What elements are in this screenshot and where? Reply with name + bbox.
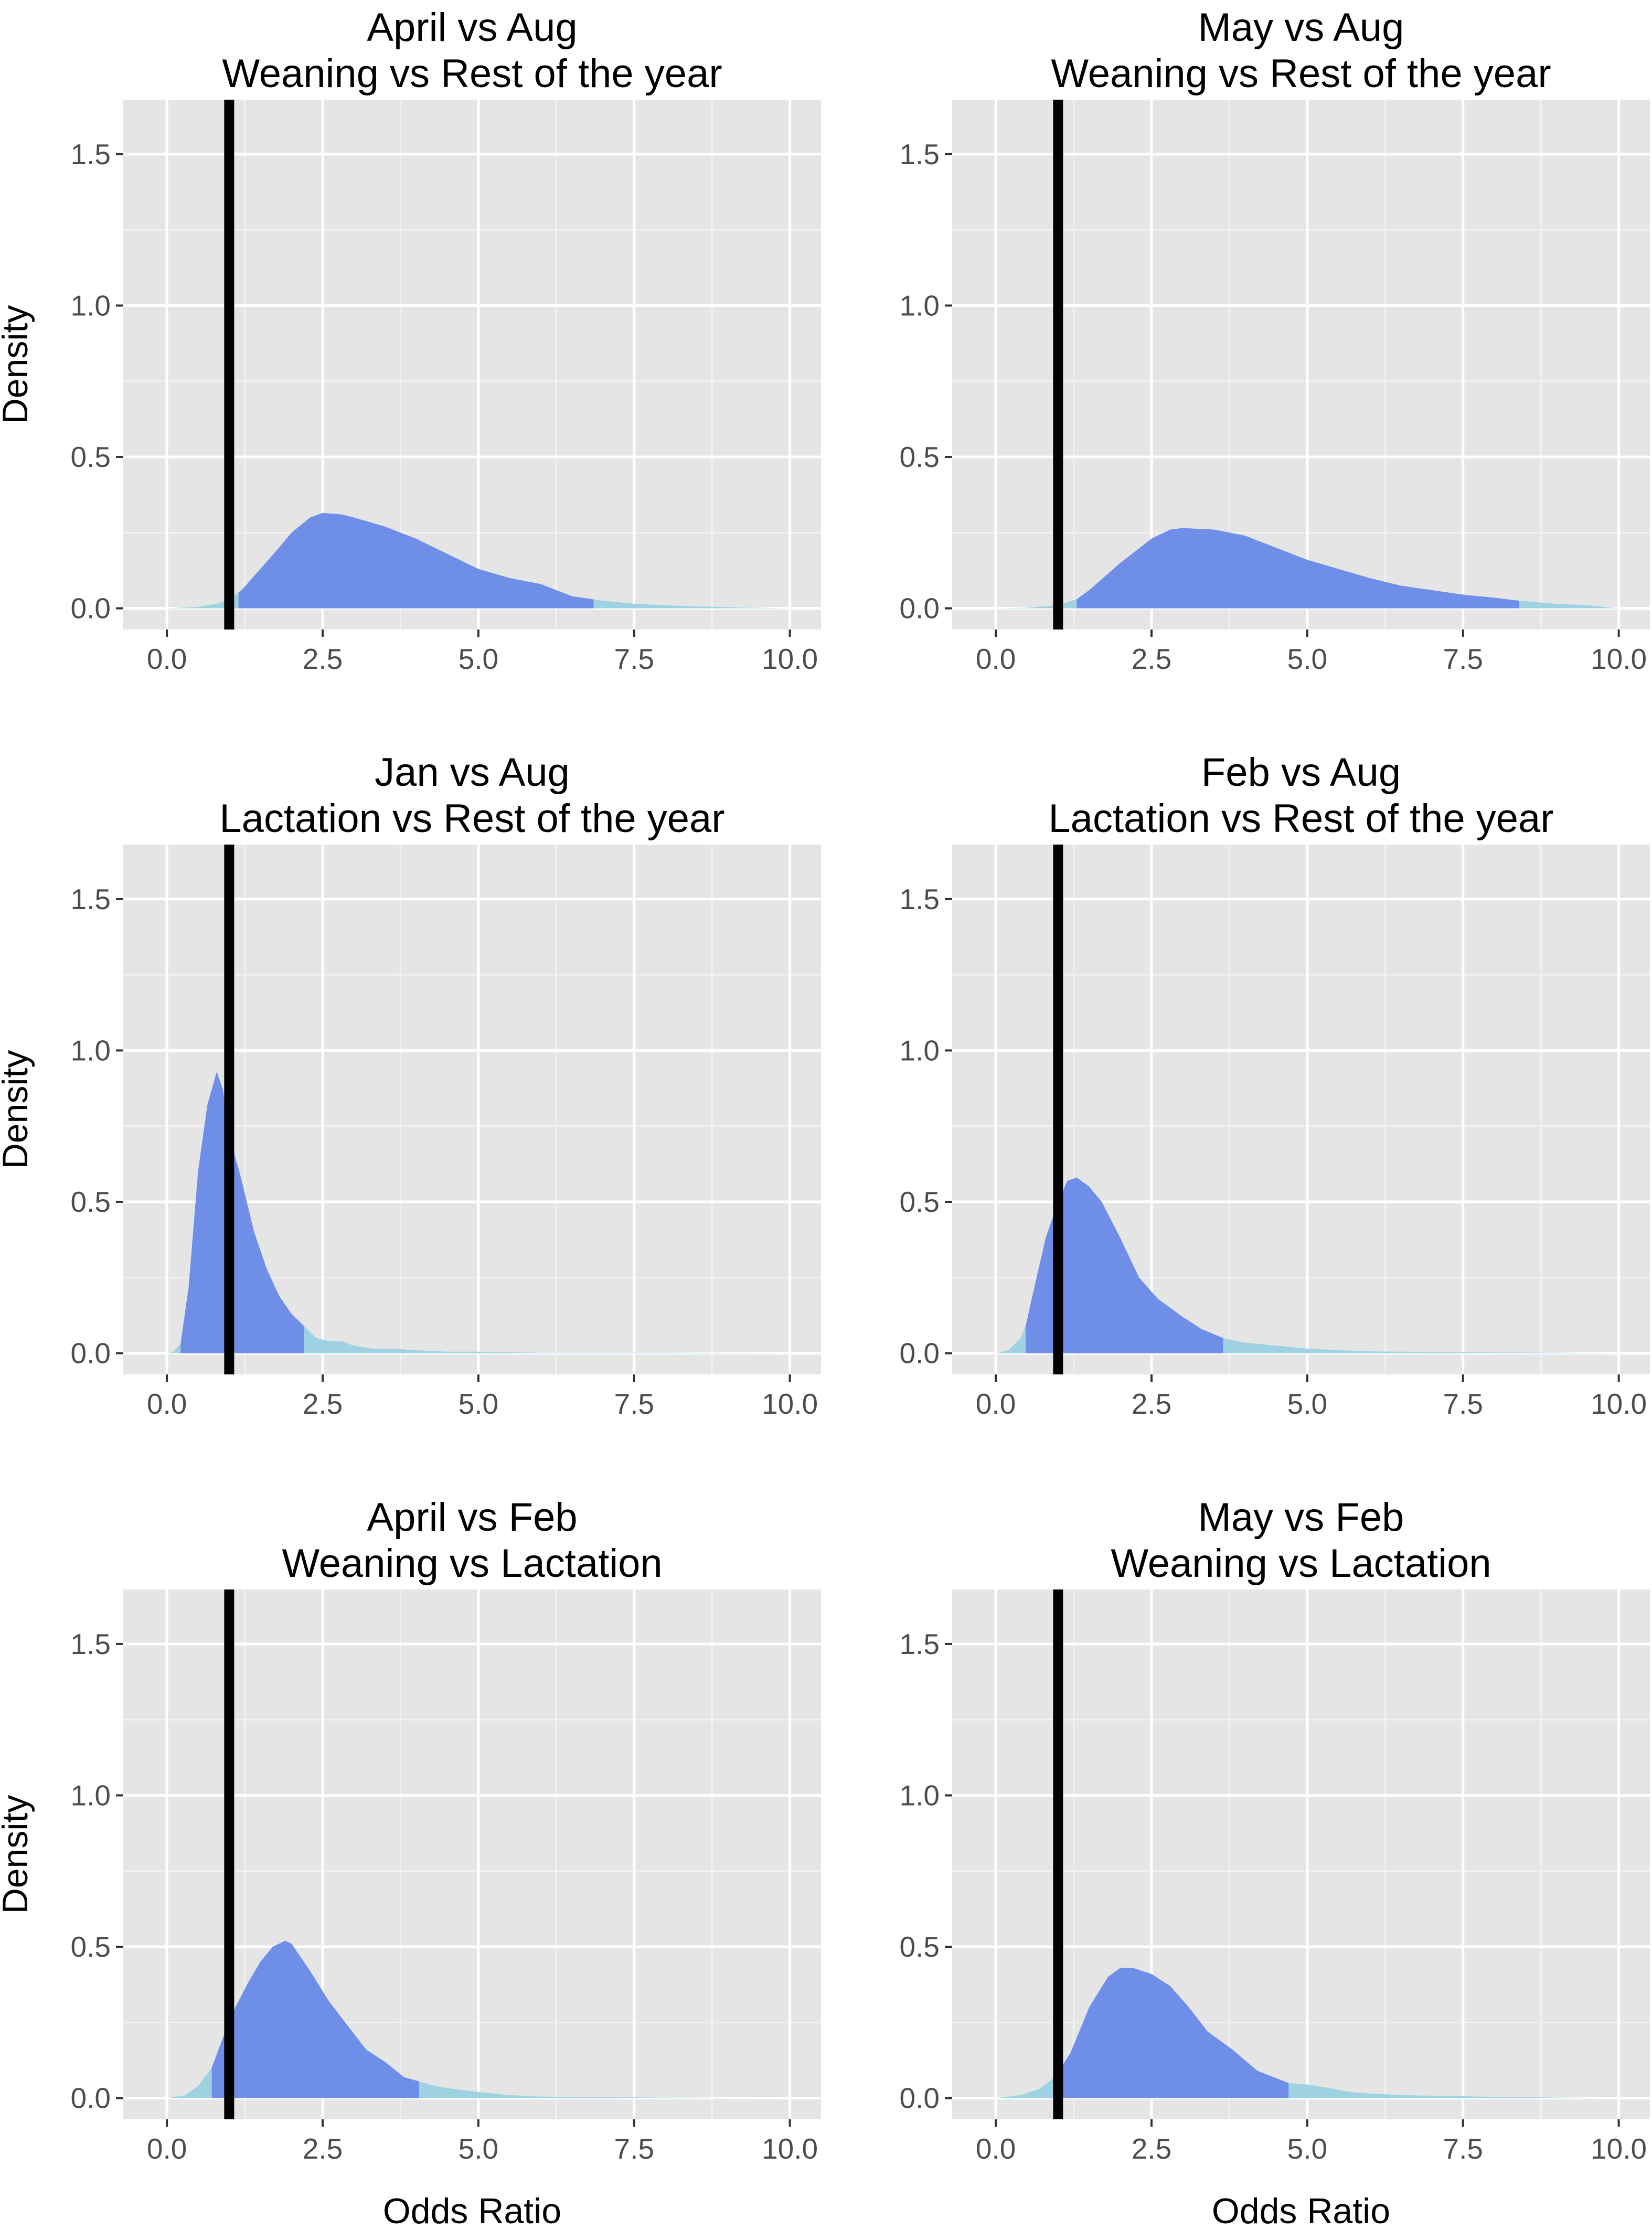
y-tick-label: 1.5 bbox=[71, 1628, 111, 1660]
x-tick-label: 10.0 bbox=[1591, 2132, 1647, 2165]
x-tick-label: 7.5 bbox=[1443, 643, 1483, 675]
y-tick-label: 0.0 bbox=[71, 2082, 111, 2115]
panel-title-line2: Weaning vs Rest of the year bbox=[1051, 51, 1551, 96]
density-interval-area bbox=[1077, 528, 1519, 609]
panel-background bbox=[123, 100, 821, 629]
y-axis-title: Density bbox=[0, 1050, 35, 1169]
x-axis-title: Odds Ratio bbox=[383, 2191, 561, 2230]
panel-title-line1: May vs Feb bbox=[1198, 1495, 1404, 1540]
y-tick-label: 0.0 bbox=[900, 1337, 940, 1370]
y-tick-label: 0.0 bbox=[900, 592, 940, 625]
y-tick-label: 0.5 bbox=[71, 441, 111, 473]
y-tick-label: 0.5 bbox=[900, 1930, 940, 1963]
panel-title-line1: April vs Aug bbox=[367, 5, 577, 50]
y-tick-label: 0.0 bbox=[71, 1337, 111, 1370]
density-interval-area bbox=[1054, 1968, 1289, 2098]
x-tick-label: 5.0 bbox=[459, 2132, 498, 2165]
x-tick-label: 7.5 bbox=[614, 643, 654, 675]
x-tick-label: 2.5 bbox=[1132, 643, 1171, 675]
x-tick-label: 7.5 bbox=[1443, 1388, 1483, 1420]
x-tick-label: 2.5 bbox=[303, 1388, 343, 1420]
x-tick-label: 0.0 bbox=[976, 643, 1016, 675]
y-axis-title: Density bbox=[0, 1795, 35, 1914]
panel-1: 0.0 0.5 1.0 1.5 0.0 2.5 5.0 7.5 10.0 April vs Aug… bbox=[0, 5, 821, 675]
x-tick-label: 10.0 bbox=[762, 643, 818, 675]
panel-background bbox=[952, 1589, 1650, 2119]
panel-4: 0.0 0.5 1.0 1.5 0.0 2.5 5.0 7.5 10.0 Feb vs AugLa… bbox=[900, 750, 1650, 1420]
y-axis-title: Density bbox=[0, 305, 35, 424]
x-tick-label: 7.5 bbox=[1443, 2132, 1483, 2165]
y-tick-label: 1.0 bbox=[900, 1034, 940, 1066]
x-tick-label: 5.0 bbox=[1287, 1388, 1327, 1420]
panel-6: 0.0 0.5 1.0 1.5 0.0 2.5 5.0 7.5 10.0 May vs FebWe… bbox=[900, 1495, 1650, 2230]
x-tick-label: 2.5 bbox=[303, 2132, 343, 2165]
y-tick-label: 1.0 bbox=[71, 289, 111, 322]
x-tick-label: 0.0 bbox=[147, 643, 187, 675]
y-tick-label: 0.5 bbox=[71, 1930, 111, 1963]
x-tick-label: 0.0 bbox=[976, 2132, 1016, 2165]
y-tick-label: 0.0 bbox=[71, 592, 111, 625]
y-tick-label: 1.5 bbox=[71, 883, 111, 915]
panel-title-line1: Feb vs Aug bbox=[1201, 750, 1401, 795]
x-tick-label: 10.0 bbox=[1591, 1388, 1647, 1420]
x-tick-label: 5.0 bbox=[459, 1388, 498, 1420]
x-tick-label: 5.0 bbox=[1287, 2132, 1327, 2165]
density-interval-area bbox=[180, 1071, 304, 1353]
y-tick-label: 1.5 bbox=[900, 883, 940, 915]
panel-3: 0.0 0.5 1.0 1.5 0.0 2.5 5.0 7.5 10.0 Jan vs AugLa… bbox=[0, 750, 821, 1420]
x-tick-label: 10.0 bbox=[762, 1388, 818, 1420]
panel-background bbox=[952, 100, 1650, 629]
x-tick-label: 7.5 bbox=[614, 1388, 654, 1420]
panel-title-line2: Weaning vs Lactation bbox=[282, 1541, 662, 1586]
x-tick-label: 0.0 bbox=[147, 1388, 187, 1420]
y-tick-label: 1.0 bbox=[900, 289, 940, 322]
panel-title-line1: Jan vs Aug bbox=[375, 750, 570, 795]
x-tick-label: 2.5 bbox=[303, 643, 343, 675]
x-tick-label: 0.0 bbox=[147, 2132, 187, 2165]
x-tick-label: 2.5 bbox=[1132, 2132, 1171, 2165]
y-tick-label: 1.0 bbox=[71, 1779, 111, 1811]
panel-title-line2: Lactation vs Rest of the year bbox=[219, 796, 724, 841]
panel-title-line1: May vs Aug bbox=[1198, 5, 1404, 50]
panel-title-line2: Lactation vs Rest of the year bbox=[1048, 796, 1553, 841]
y-tick-label: 1.5 bbox=[71, 138, 111, 170]
x-tick-label: 5.0 bbox=[459, 643, 498, 675]
panel-title-line2: Weaning vs Lactation bbox=[1111, 1541, 1491, 1586]
x-tick-label: 10.0 bbox=[762, 2132, 818, 2165]
panel-title-line1: April vs Feb bbox=[367, 1495, 577, 1540]
x-tick-label: 0.0 bbox=[976, 1388, 1016, 1420]
y-tick-label: 0.0 bbox=[900, 2082, 940, 2115]
y-tick-label: 1.5 bbox=[900, 1628, 940, 1660]
density-interval-area bbox=[238, 513, 594, 609]
x-tick-label: 2.5 bbox=[1132, 1388, 1171, 1420]
y-tick-label: 0.5 bbox=[71, 1186, 111, 1218]
y-tick-label: 1.0 bbox=[900, 1779, 940, 1811]
panel-title-line2: Weaning vs Rest of the year bbox=[222, 51, 722, 96]
y-tick-label: 0.5 bbox=[900, 1186, 940, 1218]
x-tick-label: 5.0 bbox=[1287, 643, 1327, 675]
x-tick-label: 10.0 bbox=[1591, 643, 1647, 675]
density-interval-area bbox=[1026, 1177, 1223, 1353]
y-tick-label: 1.0 bbox=[71, 1034, 111, 1066]
y-tick-label: 1.5 bbox=[900, 138, 940, 170]
y-tick-label: 0.5 bbox=[900, 441, 940, 473]
density-interval-area bbox=[211, 1940, 420, 2098]
x-axis-title: Odds Ratio bbox=[1212, 2191, 1390, 2230]
x-tick-label: 7.5 bbox=[614, 2132, 654, 2165]
panel-2: 0.0 0.5 1.0 1.5 0.0 2.5 5.0 7.5 10.0 May vs AugWe… bbox=[900, 5, 1650, 675]
panel-5: 0.0 0.5 1.0 1.5 0.0 2.5 5.0 7.5 10.0 April vs Feb… bbox=[0, 1495, 821, 2230]
